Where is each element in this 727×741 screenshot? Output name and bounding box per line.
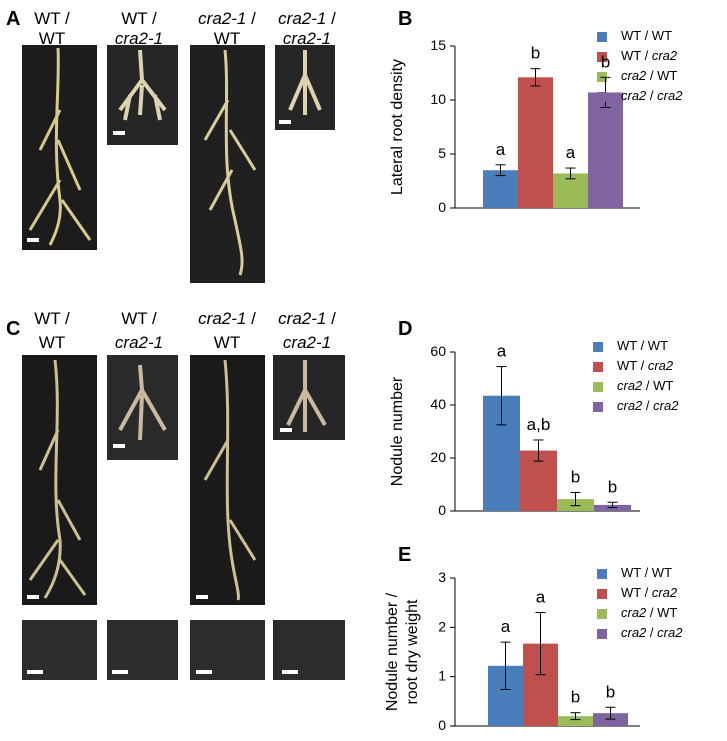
root [28, 47, 92, 246]
significance-letter: a [496, 140, 506, 159]
photo [22, 355, 97, 605]
y-axis-label: Nodule number / [384, 592, 401, 711]
legend-label: cra2 / cra2 [617, 398, 679, 413]
legend-label: cra2 / cra2 [621, 88, 683, 103]
y-tick-label: 40 [430, 396, 446, 412]
photo-label: cra2-1 [283, 29, 331, 48]
photo-label: cra2-1 / [198, 9, 256, 28]
y-axis-label: Lateral root density [389, 59, 406, 195]
legend-label: WT / WT [621, 28, 672, 43]
legend-swatch [593, 382, 603, 392]
panel-letter: C [6, 318, 20, 340]
photo-label: WT [39, 29, 65, 48]
legend-swatch [597, 52, 607, 62]
photo-label: cra2-1 [115, 29, 163, 48]
photo-label: WT [214, 333, 240, 352]
significance-letter: a,b [527, 415, 551, 434]
legend-swatch [593, 402, 603, 412]
significance-letter: b [571, 688, 580, 707]
y-axis-label: Nodule number [389, 376, 406, 486]
photo-label: cra2-1 / [278, 309, 336, 328]
panel-letter: E [398, 544, 411, 566]
error-bar [496, 366, 507, 426]
legend-swatch [597, 589, 607, 599]
legend-label: cra2 / cra2 [621, 625, 683, 640]
photo-label: cra2-1 [283, 333, 331, 352]
legend-swatch [597, 92, 607, 102]
legend-swatch [593, 362, 603, 372]
legend-label: WT / cra2 [617, 358, 674, 373]
photo-label: cra2-1 / [278, 9, 336, 28]
error-bar [533, 439, 544, 462]
legend-label: WT / WT [617, 338, 668, 353]
photo-label: WT / [34, 309, 70, 328]
error-bar [570, 491, 581, 507]
root [203, 359, 257, 601]
error-bar [570, 712, 581, 721]
significance-letter: b [608, 478, 617, 497]
y-tick-label: 2 [438, 618, 446, 634]
root [203, 49, 257, 276]
y-tick-label: 0 [438, 717, 446, 733]
root [118, 364, 167, 441]
significance-letter: a [501, 618, 511, 637]
y-tick-label: 20 [430, 449, 446, 465]
significance-letter: b [571, 468, 580, 487]
error-bar [500, 641, 511, 690]
photo-label: cra2-1 [115, 333, 163, 352]
y-tick-label: 5 [438, 145, 446, 161]
root [28, 359, 87, 599]
legend-label: WT / cra2 [621, 48, 678, 63]
photo-label: WT / [34, 9, 70, 28]
y-tick-label: 0 [438, 502, 446, 518]
photo-label: WT / [121, 309, 157, 328]
error-bar [607, 501, 618, 509]
y-tick-label: 10 [430, 91, 446, 107]
y-axis-label: root dry weight [404, 599, 421, 704]
legend-swatch [597, 32, 607, 42]
y-tick-label: 15 [430, 37, 446, 53]
root [288, 50, 322, 115]
bar [518, 77, 553, 208]
legend-label: cra2 / WT [621, 68, 677, 83]
significance-letter: b [531, 44, 540, 63]
legend-swatch [597, 609, 607, 619]
significance-letter: a [566, 144, 576, 163]
y-tick-label: 1 [438, 667, 446, 683]
error-bar [495, 164, 506, 177]
y-tick-label: 3 [438, 569, 446, 585]
photo-label: WT [39, 333, 65, 352]
legend-swatch [597, 569, 607, 579]
bar [558, 716, 593, 726]
bar [588, 92, 623, 208]
significance-letter: b [601, 53, 610, 72]
scale-bars [27, 120, 298, 674]
panel-letter: D [398, 318, 412, 340]
error-bar [565, 167, 576, 180]
photo-label: WT / [121, 9, 157, 28]
legend-swatch [593, 342, 603, 352]
photos [22, 45, 345, 680]
legend-swatch [597, 629, 607, 639]
error-bar [535, 612, 546, 676]
error-bar [605, 706, 616, 720]
significance-letter: a [536, 588, 546, 607]
y-tick-label: 0 [438, 199, 446, 215]
root [286, 360, 327, 432]
legend-label: cra2 / WT [617, 378, 673, 393]
significance-letter: b [606, 683, 615, 702]
panel-letter: B [398, 8, 412, 30]
photo-label: WT [214, 29, 240, 48]
root [118, 49, 167, 121]
bar [483, 170, 518, 208]
panel-letter: A [6, 8, 20, 30]
legend-label: cra2 / WT [621, 605, 677, 620]
legend-label: WT / cra2 [621, 585, 678, 600]
legend-label: WT / WT [621, 565, 672, 580]
significance-letter: a [497, 342, 507, 361]
photo-label: cra2-1 / [198, 309, 256, 328]
error-bar [530, 68, 541, 87]
y-tick-label: 60 [430, 343, 446, 359]
